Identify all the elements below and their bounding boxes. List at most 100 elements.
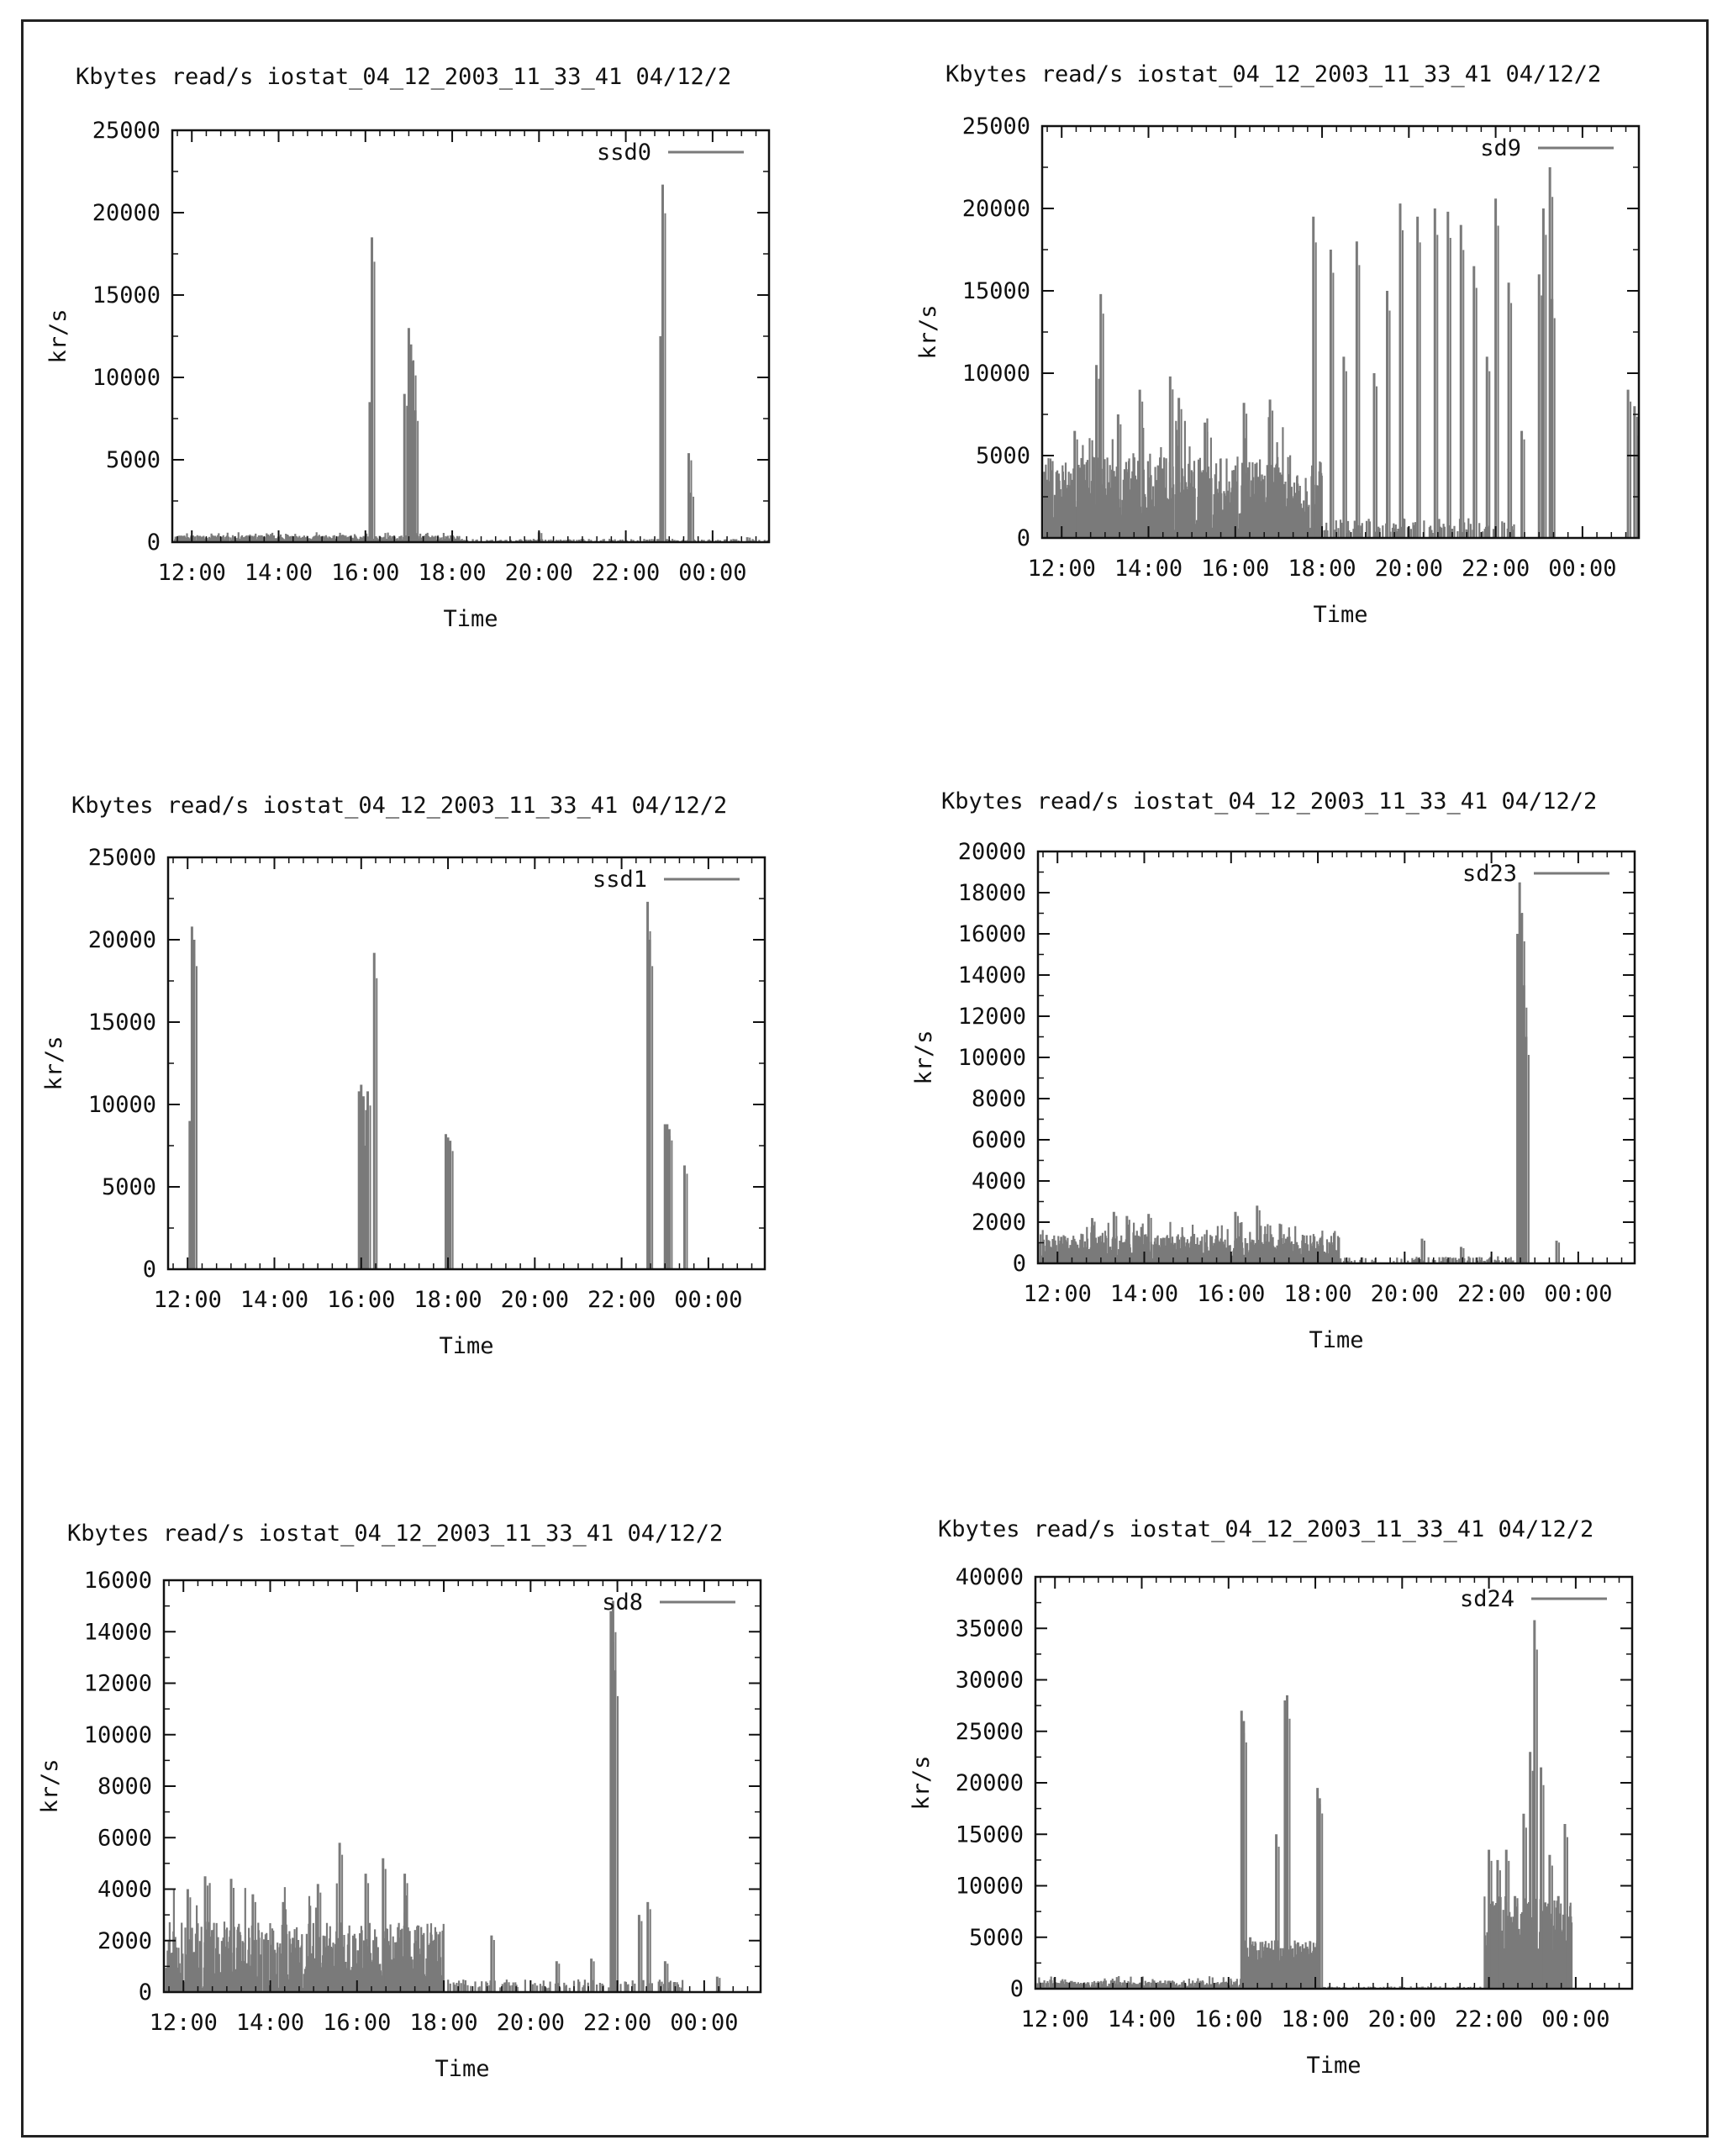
y-tick-label: 5000 [102,1174,156,1200]
x-tick-label: 16:00 [1194,2006,1262,2032]
x-axis-label: Time [1309,1327,1363,1353]
y-tick-label: 4000 [97,1877,152,1903]
data-series-sd24 [1036,1620,1573,1989]
y-tick-label: 25000 [956,1719,1024,1745]
x-axis-label: Time [439,1333,493,1359]
x-tick-label: 20:00 [497,2010,565,2036]
y-tick-label: 0 [1013,1251,1026,1277]
x-tick-label: 16:00 [323,2010,391,2036]
legend-label: sd8 [602,1589,643,1616]
y-tick-label: 0 [147,530,161,556]
x-tick-label: 00:00 [678,560,746,586]
x-tick-label: 12:00 [1024,1281,1092,1307]
plot-frame [171,129,771,544]
x-tick-label: 12:00 [1021,2006,1089,2032]
chart-panel-sd9: Kbytes read/s iostat_04_12_2003_11_33_41… [915,61,1641,628]
x-tick-label: 14:00 [1110,1281,1178,1307]
x-tick-label: 14:00 [236,2010,304,2036]
y-tick-label: 6000 [972,1127,1026,1153]
y-tick-label: 14000 [84,1619,152,1645]
x-tick-label: 14:00 [1108,2006,1176,2032]
legend-label: sd9 [1480,135,1521,161]
chart-title: Kbytes read/s iostat_04_12_2003_11_33_41… [941,788,1597,814]
data-series-ssd0 [173,184,769,542]
x-tick-label: 12:00 [150,2010,218,2036]
x-tick-label: 12:00 [158,560,226,586]
y-tick-label: 4000 [972,1168,1026,1194]
x-tick-label: 00:00 [1544,1281,1612,1307]
x-tick-label: 16:00 [327,1287,395,1313]
x-tick-label: 22:00 [587,1287,656,1313]
y-tick-label: 8000 [972,1086,1026,1112]
x-tick-label: 00:00 [1541,2006,1609,2032]
y-tick-label: 0 [143,1257,156,1283]
y-axis-label: kr/s [911,1030,937,1084]
y-axis-label: kr/s [909,1755,935,1810]
x-tick-label: 18:00 [1288,556,1356,582]
x-tick-label: 20:00 [505,560,573,586]
chart-title: Kbytes read/s iostat_04_12_2003_11_33_41… [71,793,727,819]
y-tick-label: 10000 [958,1045,1026,1071]
x-tick-label: 14:00 [1114,556,1183,582]
chart-panel-sd23: Kbytes read/s iostat_04_12_2003_11_33_41… [911,788,1636,1353]
x-tick-label: 14:00 [245,560,313,586]
y-tick-label: 14000 [958,962,1026,988]
chart-panel-sd8: Kbytes read/s iostat_04_12_2003_11_33_41… [37,1521,762,2082]
x-tick-label: 16:00 [1197,1281,1265,1307]
y-axis-label: kr/s [45,308,71,363]
x-tick-label: 00:00 [674,1287,742,1313]
series-noise [165,1883,684,1992]
y-tick-label: 10000 [92,365,161,391]
chart-title: Kbytes read/s iostat_04_12_2003_11_33_41… [938,1516,1593,1542]
x-tick-label: 16:00 [331,560,399,586]
legend-label: ssd0 [597,140,651,166]
y-tick-label: 16000 [84,1568,152,1594]
y-tick-label: 5000 [106,447,161,473]
x-axis-label: Time [1313,602,1367,628]
y-tick-label: 0 [1010,1976,1024,2002]
legend-label: sd23 [1462,861,1517,887]
data-series-ssd1 [188,901,688,1269]
y-tick-label: 20000 [962,196,1030,222]
y-tick-label: 0 [139,1979,152,2006]
y-tick-label: 20000 [956,1770,1024,1796]
x-axis-label: Time [435,2056,489,2082]
y-tick-label: 10000 [962,361,1030,387]
x-tick-label: 18:00 [413,1287,482,1313]
chart-panel-ssd1: Kbytes read/s iostat_04_12_2003_11_33_41… [41,793,766,1359]
y-tick-label: 5000 [969,1925,1024,1951]
y-tick-label: 0 [1017,525,1030,551]
y-tick-label: 20000 [88,927,156,953]
x-tick-label: 22:00 [1457,1281,1525,1307]
x-tick-label: 12:00 [1028,556,1096,582]
y-tick-label: 25000 [88,845,156,871]
y-tick-label: 18000 [958,880,1026,906]
x-tick-label: 20:00 [1368,2006,1436,2032]
x-tick-label: 18:00 [418,560,486,586]
x-tick-label: 22:00 [592,560,660,586]
y-tick-label: 20000 [958,839,1026,865]
y-axis-label: kr/s [41,1036,67,1090]
y-tick-label: 25000 [92,118,161,144]
y-tick-label: 20000 [92,200,161,226]
y-tick-label: 10000 [88,1092,156,1118]
y-tick-label: 15000 [92,282,161,308]
plot-frame [166,856,766,1271]
y-tick-label: 40000 [956,1564,1024,1590]
x-tick-label: 00:00 [670,2010,738,2036]
x-tick-label: 14:00 [240,1287,308,1313]
chart-panel-sd24: Kbytes read/s iostat_04_12_2003_11_33_41… [909,1516,1634,2079]
plot-frame [1036,850,1636,1265]
y-tick-label: 15000 [88,1009,156,1036]
y-tick-label: 10000 [84,1722,152,1748]
y-tick-label: 10000 [956,1874,1024,1900]
y-tick-label: 30000 [956,1668,1024,1694]
x-tick-label: 20:00 [501,1287,569,1313]
series-noise [1043,417,1515,538]
y-tick-label: 2000 [97,1928,152,1954]
x-tick-label: 00:00 [1548,556,1616,582]
legend-label: sd24 [1460,1586,1514,1612]
y-tick-label: 35000 [956,1616,1024,1642]
y-axis-label: kr/s [915,304,941,359]
y-tick-label: 25000 [962,113,1030,140]
